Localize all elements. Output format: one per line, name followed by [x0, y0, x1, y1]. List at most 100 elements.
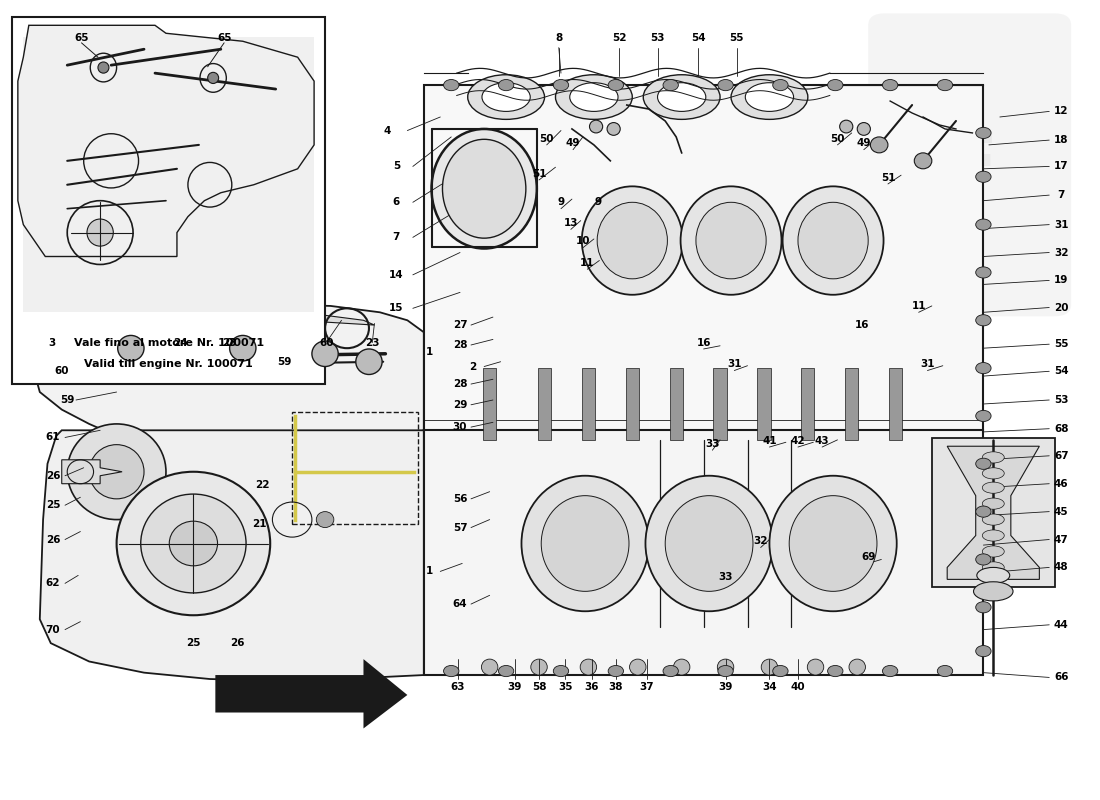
Ellipse shape — [498, 666, 514, 677]
Ellipse shape — [89, 445, 144, 499]
Ellipse shape — [117, 472, 271, 615]
Text: 57: 57 — [453, 522, 468, 533]
Text: 67: 67 — [1054, 451, 1068, 461]
Ellipse shape — [976, 267, 991, 278]
Text: 44: 44 — [1054, 620, 1069, 630]
Text: 31: 31 — [921, 359, 935, 369]
Ellipse shape — [646, 476, 772, 611]
Polygon shape — [424, 85, 983, 432]
Ellipse shape — [982, 546, 1004, 557]
Text: 25: 25 — [186, 638, 200, 648]
Text: 54: 54 — [1054, 366, 1068, 376]
Bar — [626, 368, 639, 440]
Text: 29: 29 — [453, 400, 468, 410]
Text: 54: 54 — [691, 33, 705, 43]
Text: 15: 15 — [389, 303, 404, 314]
Text: 56: 56 — [453, 494, 468, 504]
Ellipse shape — [976, 219, 991, 230]
Polygon shape — [34, 304, 424, 458]
Ellipse shape — [976, 458, 991, 470]
Ellipse shape — [827, 666, 843, 677]
Text: 39: 39 — [718, 682, 733, 692]
Ellipse shape — [914, 153, 932, 169]
Ellipse shape — [882, 666, 898, 677]
Text: Valid till engine Nr. 100071: Valid till engine Nr. 100071 — [85, 358, 253, 369]
Text: 19: 19 — [1054, 275, 1068, 286]
Text: 50: 50 — [539, 134, 554, 143]
Text: 8: 8 — [556, 33, 562, 43]
Ellipse shape — [98, 62, 109, 73]
Text: 22: 22 — [255, 479, 270, 490]
FancyBboxPatch shape — [23, 38, 315, 312]
Text: 31: 31 — [727, 359, 741, 369]
Text: 37: 37 — [639, 682, 653, 692]
Text: 58: 58 — [531, 682, 547, 692]
Ellipse shape — [718, 79, 734, 90]
Ellipse shape — [521, 476, 649, 611]
Text: 52: 52 — [612, 33, 626, 43]
Bar — [293, 412, 418, 523]
Bar — [538, 368, 551, 440]
Text: 53: 53 — [650, 33, 664, 43]
Ellipse shape — [746, 82, 793, 111]
Polygon shape — [106, 316, 194, 333]
Text: 51: 51 — [531, 169, 547, 178]
Ellipse shape — [882, 79, 898, 90]
Text: 45: 45 — [1054, 506, 1068, 517]
Ellipse shape — [976, 171, 991, 182]
Ellipse shape — [169, 521, 218, 566]
Text: 4: 4 — [384, 126, 392, 135]
Text: 23: 23 — [365, 338, 380, 347]
Text: 32: 32 — [754, 536, 768, 546]
Text: 26: 26 — [46, 534, 60, 545]
Ellipse shape — [982, 482, 1004, 494]
Ellipse shape — [553, 79, 569, 90]
Ellipse shape — [982, 468, 1004, 479]
Text: 41: 41 — [762, 436, 777, 446]
Text: 24: 24 — [173, 338, 187, 347]
Text: 7: 7 — [1057, 190, 1065, 200]
Text: 55: 55 — [1054, 339, 1068, 349]
Ellipse shape — [870, 137, 888, 153]
Ellipse shape — [482, 659, 498, 675]
Ellipse shape — [317, 512, 333, 527]
Ellipse shape — [531, 659, 548, 675]
Text: 65: 65 — [74, 33, 89, 43]
Bar — [845, 368, 858, 440]
Text: 53: 53 — [1054, 395, 1068, 405]
Text: 16: 16 — [696, 338, 711, 347]
Text: 11: 11 — [912, 301, 926, 311]
Text: 33: 33 — [718, 572, 733, 582]
Text: 28: 28 — [453, 379, 468, 389]
Ellipse shape — [782, 186, 883, 294]
Text: 70: 70 — [45, 625, 60, 634]
Ellipse shape — [937, 666, 953, 677]
Text: 48: 48 — [1054, 562, 1068, 573]
Ellipse shape — [976, 646, 991, 657]
Text: 43: 43 — [815, 436, 829, 446]
Ellipse shape — [580, 659, 596, 675]
Ellipse shape — [590, 120, 603, 133]
Ellipse shape — [696, 202, 767, 279]
FancyBboxPatch shape — [12, 18, 326, 384]
Text: 11: 11 — [580, 258, 595, 268]
Ellipse shape — [87, 219, 113, 246]
Ellipse shape — [230, 335, 256, 361]
Text: 68: 68 — [1054, 424, 1068, 434]
Ellipse shape — [431, 129, 537, 249]
Ellipse shape — [312, 341, 338, 366]
Text: 26: 26 — [230, 638, 244, 648]
Text: 31: 31 — [1054, 220, 1068, 230]
Ellipse shape — [597, 202, 668, 279]
Ellipse shape — [442, 139, 526, 238]
Bar — [801, 368, 814, 440]
Ellipse shape — [658, 82, 706, 111]
Text: 49: 49 — [565, 138, 581, 148]
Ellipse shape — [982, 514, 1004, 525]
Ellipse shape — [608, 666, 624, 677]
Text: 69: 69 — [861, 552, 876, 562]
Text: 13: 13 — [563, 218, 579, 228]
Text: 59: 59 — [277, 357, 292, 366]
Ellipse shape — [498, 79, 514, 90]
Ellipse shape — [976, 127, 991, 138]
